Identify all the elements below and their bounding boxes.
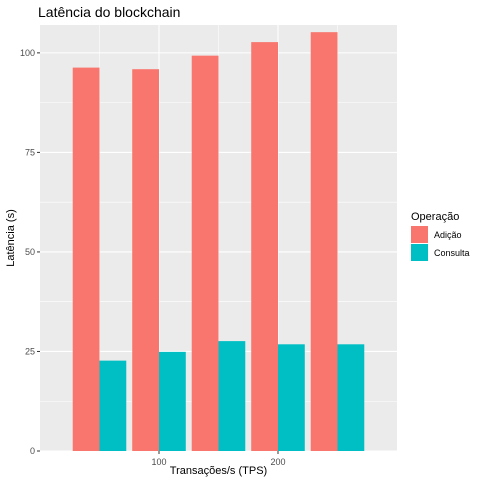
bar-adicao-5 bbox=[310, 32, 338, 452]
legend-key-adicao bbox=[411, 226, 428, 243]
y-tick-label: 50 bbox=[25, 247, 35, 257]
y-axis-ticks: 0 25 50 75 100 bbox=[20, 48, 40, 456]
x-tick-label: 100 bbox=[151, 457, 166, 467]
y-tick-label: 75 bbox=[25, 147, 35, 157]
y-tick-label: 0 bbox=[30, 446, 35, 456]
y-tick-label: 25 bbox=[25, 346, 35, 356]
bar-consulta-2 bbox=[159, 351, 186, 451]
bar-adicao-3 bbox=[191, 55, 219, 452]
x-axis-label: Transações/s (TPS) bbox=[170, 465, 267, 477]
bar-adicao-1 bbox=[72, 67, 100, 451]
bar-consulta-4 bbox=[278, 344, 305, 451]
legend-title: Operação bbox=[411, 211, 459, 223]
legend-key-consulta bbox=[411, 244, 428, 261]
legend-label-consulta: Consulta bbox=[434, 248, 470, 258]
bar-consulta-5 bbox=[337, 344, 365, 451]
x-axis-ticks: 100 200 bbox=[151, 451, 286, 467]
bars bbox=[72, 32, 365, 452]
bar-adicao-4 bbox=[251, 42, 278, 451]
chart-title: Latência do blockchain bbox=[38, 4, 180, 20]
bar-consulta-3 bbox=[218, 341, 246, 451]
y-axis-label: Latência (s) bbox=[5, 209, 17, 266]
legend-label-adicao: Adição bbox=[434, 230, 462, 240]
y-tick-label: 100 bbox=[20, 48, 35, 58]
x-tick-label: 200 bbox=[270, 457, 285, 467]
legend: Operação Adição Consulta bbox=[411, 211, 470, 261]
bar-adicao-2 bbox=[132, 69, 159, 452]
legend-items: Adição Consulta bbox=[411, 226, 470, 261]
bar-consulta-1 bbox=[99, 360, 127, 451]
